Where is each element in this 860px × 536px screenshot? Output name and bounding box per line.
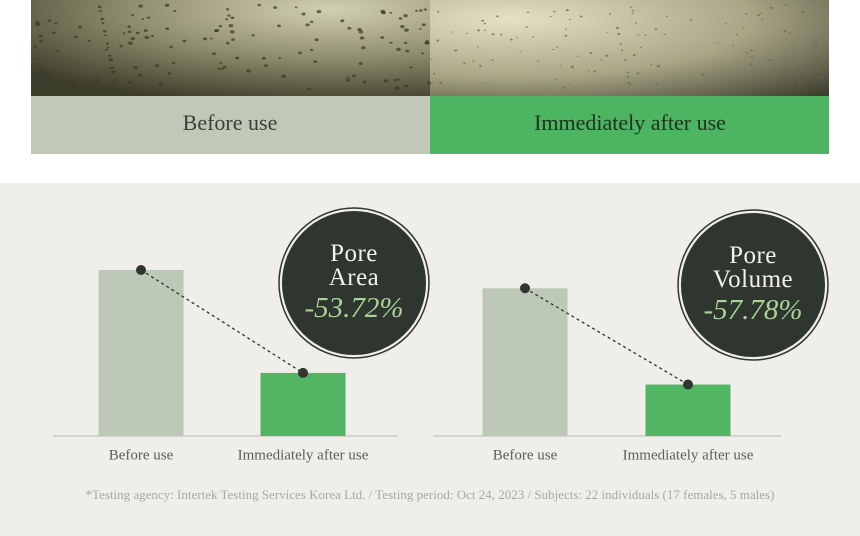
bar (482, 288, 568, 436)
badge-circle (679, 211, 827, 359)
value-dot (520, 283, 530, 294)
footnote: *Testing agency: Intertek Testing Servic… (86, 487, 775, 502)
bar (98, 270, 184, 436)
category-label: Immediately after use (238, 447, 369, 463)
after-photo (430, 0, 829, 96)
badge-ring (677, 209, 829, 361)
badge: Pore Volume -57.78% (680, 212, 826, 358)
badge-change: -57.78% (703, 293, 803, 326)
before-photo (31, 0, 430, 96)
value-dot (136, 265, 146, 275)
value-dot (298, 367, 308, 378)
photo-label: Immediately after use (534, 110, 726, 135)
badge: Pore Area -53.72% (281, 210, 427, 356)
value-dot (683, 379, 693, 390)
badge-circle (280, 209, 428, 357)
trend-line (524, 287, 689, 386)
badge-change: -53.72% (304, 291, 404, 324)
bar (260, 372, 346, 436)
trend-line (140, 269, 304, 374)
bar (645, 384, 731, 436)
pore-dots (33, 3, 825, 91)
badge-ring (278, 207, 430, 359)
category-label: Immediately after use (623, 447, 754, 463)
category-label: Before use (109, 447, 174, 463)
after-label-bar (430, 96, 829, 154)
category-label: Before use (493, 447, 558, 463)
before-label-bar (31, 96, 430, 154)
photo-label: Before use (183, 110, 278, 135)
badge-title: Pore Volume (712, 241, 794, 293)
badge-title: Pore Area (328, 239, 380, 291)
